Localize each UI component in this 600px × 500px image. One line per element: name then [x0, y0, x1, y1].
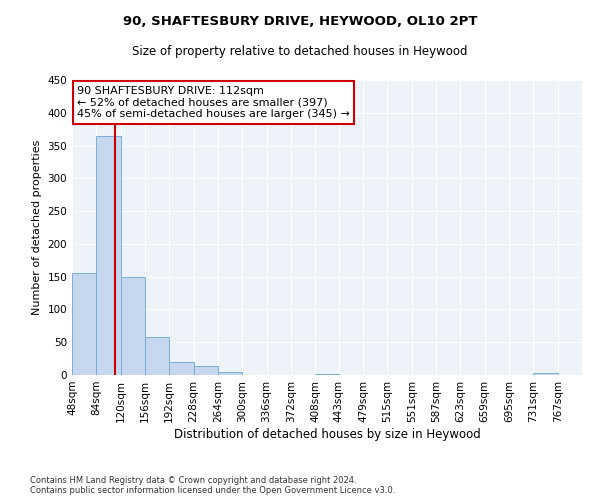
Text: Size of property relative to detached houses in Heywood: Size of property relative to detached ho…	[132, 45, 468, 58]
Bar	[121, 276, 145, 375]
Bar	[97, 136, 121, 375]
Text: 90 SHAFTESBURY DRIVE: 112sqm
← 52% of detached houses are smaller (397)
45% of s: 90 SHAFTESBURY DRIVE: 112sqm ← 52% of de…	[77, 86, 350, 119]
Bar	[72, 274, 97, 375]
Y-axis label: Number of detached properties: Number of detached properties	[32, 140, 42, 315]
Bar	[533, 373, 557, 375]
Bar	[169, 362, 194, 375]
Bar	[218, 372, 242, 375]
Bar	[145, 337, 169, 375]
Text: 90, SHAFTESBURY DRIVE, HEYWOOD, OL10 2PT: 90, SHAFTESBURY DRIVE, HEYWOOD, OL10 2PT	[123, 15, 477, 28]
Bar	[315, 374, 339, 375]
Text: Contains HM Land Registry data © Crown copyright and database right 2024.
Contai: Contains HM Land Registry data © Crown c…	[30, 476, 395, 495]
Bar	[194, 366, 218, 375]
X-axis label: Distribution of detached houses by size in Heywood: Distribution of detached houses by size …	[173, 428, 481, 440]
